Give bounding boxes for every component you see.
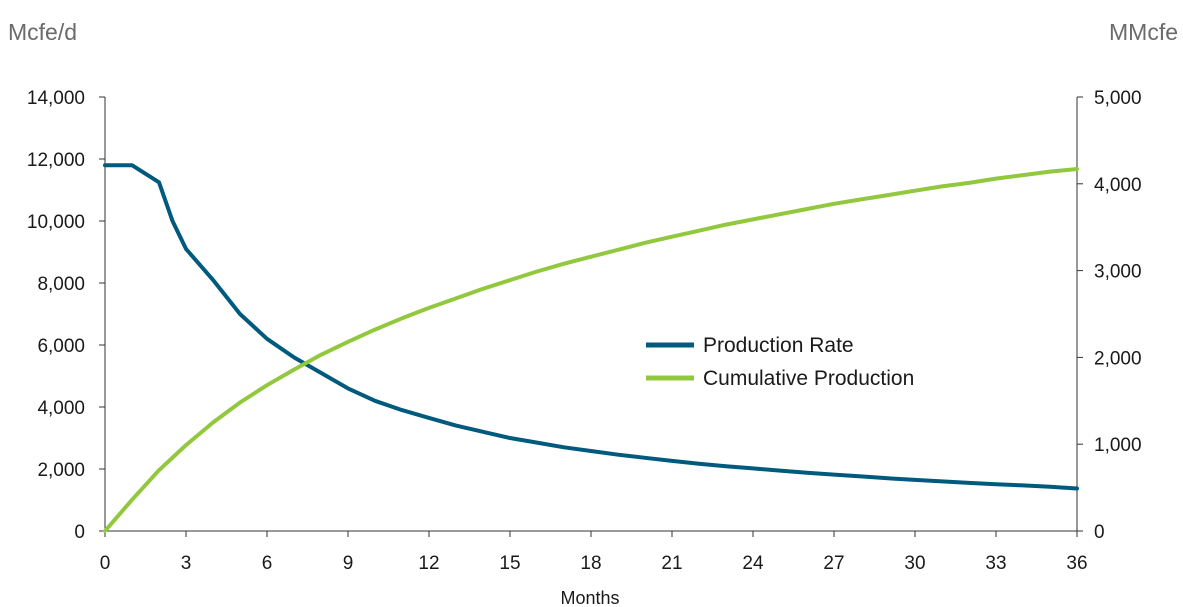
legend: Production Rate Cumulative Production: [646, 334, 914, 390]
right-axis-unit: MMcfe: [1109, 19, 1178, 45]
right-axis-tick-label: 1,000: [1094, 435, 1142, 456]
left-axis-tick-label: 4,000: [37, 398, 85, 419]
left-axis-tick-label: 0: [74, 522, 85, 543]
right-axis-tick-label: 0: [1094, 522, 1105, 543]
left-axis-tick-label: 10,000: [27, 212, 85, 233]
cumulative-production-line: [103, 167, 1079, 533]
right-axis-tick-label: 4,000: [1094, 175, 1142, 196]
production-rate-line: [103, 163, 1079, 491]
x-axis-tick-label: 3: [181, 553, 192, 574]
x-axis-tick-label: 15: [499, 553, 520, 574]
x-axis-title: Months: [560, 588, 619, 607]
right-axis-tick-label: 3,000: [1094, 262, 1142, 283]
x-axis-tick-label: 0: [100, 553, 111, 574]
left-axis-tick-label: 2,000: [37, 460, 85, 481]
x-axis-tick-label: 24: [742, 553, 764, 574]
axes: 0 2,000 4,000 6,000 8,000 10,000 12,000 14,000 0…: [27, 88, 1142, 574]
left-axis-tick-label: 8,000: [37, 274, 85, 295]
right-axis-tick-label: 2,000: [1094, 348, 1142, 369]
x-axis-tick-label: 33: [985, 553, 1006, 574]
left-axis-unit: Mcfe/d: [8, 19, 77, 45]
x-axis-tick-label: 6: [262, 553, 273, 574]
x-axis-tick-label: 18: [580, 553, 601, 574]
x-axis-tick-label: 9: [343, 553, 354, 574]
x-axis-tick-label: 12: [418, 553, 439, 574]
legend-label-production-rate: Production Rate: [703, 334, 854, 357]
x-axis-tick-label: 36: [1066, 553, 1087, 574]
left-axis-tick-label: 12,000: [27, 150, 85, 171]
x-axis-tick-label: 21: [661, 553, 682, 574]
left-axis-tick-label: 6,000: [37, 336, 85, 357]
x-axis-tick-label: 27: [823, 553, 844, 574]
series-layer: [103, 163, 1079, 533]
legend-label-cumulative-production: Cumulative Production: [703, 367, 914, 390]
left-axis-tick-label: 14,000: [27, 88, 85, 109]
right-axis-tick-label: 5,000: [1094, 88, 1142, 109]
x-axis-tick-label: 30: [904, 553, 925, 574]
